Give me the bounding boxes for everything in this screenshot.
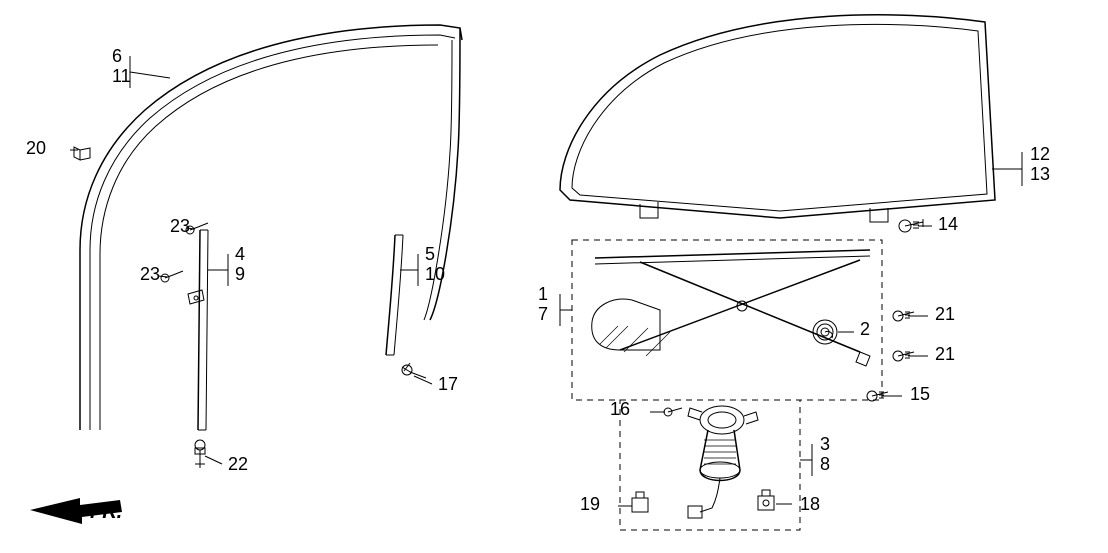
callout-23a: 23 [170,216,190,236]
callout-2: 2 [860,319,870,339]
callout-12: 12 [1030,144,1050,164]
callout-14: 14 [938,214,958,234]
callout-21a: 21 [935,304,955,324]
sash-bolt-22 [195,440,205,468]
callout-1: 1 [538,284,548,304]
door-glass [560,15,995,222]
leader-lines [70,56,1022,506]
harness-clip-19 [632,492,648,512]
sash-clip [74,147,90,160]
callout-20: 20 [26,138,46,158]
sash-bolt-17 [402,363,426,378]
window-regulator [592,250,870,366]
fr-direction-indicator: FR. [30,498,122,524]
balance-spring [813,320,837,344]
window-motor [688,406,758,518]
callout-9: 9 [235,264,245,284]
callout-8: 8 [820,454,830,474]
callout-11: 11 [112,66,131,86]
callout-18: 18 [800,494,820,514]
regulator-group-box [572,240,882,400]
callout-17: 17 [438,374,458,394]
rear-lower-sash [386,235,403,355]
callout-15: 15 [910,384,930,404]
callout-16: 16 [610,399,630,419]
callout-22: 22 [228,454,248,474]
front-lower-sash [188,230,208,430]
harness-clip-18 [758,490,774,510]
motor-screw-16 [664,408,682,416]
callout-4: 4 [235,244,245,264]
callout-13: 13 [1030,164,1050,184]
callout-23b: 23 [140,264,160,284]
callout-6: 6 [112,46,122,66]
callout-5: 5 [425,244,435,264]
callout-21b: 21 [935,344,955,364]
callout-3: 3 [820,434,830,454]
callout-10: 10 [425,264,445,284]
callout-7: 7 [538,304,548,324]
callout-19: 19 [580,494,600,514]
parts-diagram: FR. [0,0,1108,553]
fr-label: FR. [90,501,122,523]
